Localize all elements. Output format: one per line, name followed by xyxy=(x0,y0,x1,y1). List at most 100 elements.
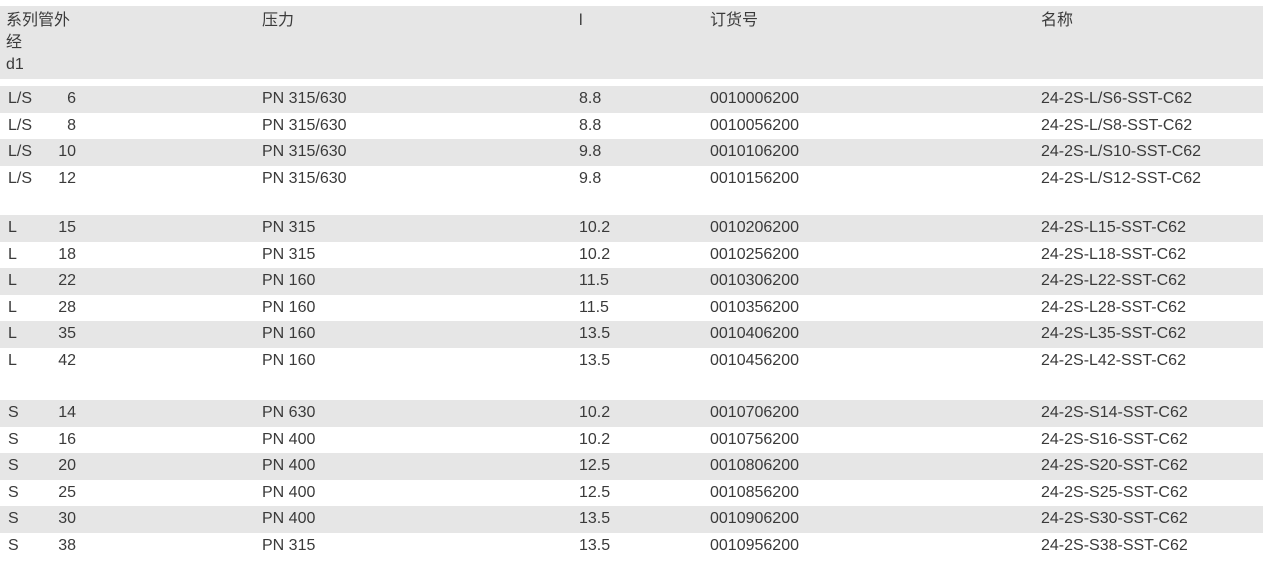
cell-order-no: 0010756200 xyxy=(710,430,799,448)
cell-name: 24-2S-S16-SST-C62 xyxy=(1041,430,1188,448)
cell-order-no: 0010706200 xyxy=(710,404,799,421)
cell-pressure: PN 160 xyxy=(262,298,316,316)
cell-d1: 25 xyxy=(58,483,76,501)
cell-pressure: PN 315/630 xyxy=(262,116,347,134)
cell-d1: 42 xyxy=(58,351,76,369)
cell-name: 24-2S-S30-SST-C62 xyxy=(1041,510,1188,528)
cell-l: 9.8 xyxy=(579,169,602,187)
cell-l: 12.5 xyxy=(579,483,611,501)
cell-d1: 35 xyxy=(58,325,76,343)
cell-series: L xyxy=(8,272,17,290)
cell-name: 24-2S-L/S10-SST-C62 xyxy=(1041,143,1202,161)
cell-l: 10.2 xyxy=(579,430,611,448)
cell-order-no: 0010306200 xyxy=(710,272,799,290)
cell-d1: 38 xyxy=(58,536,76,554)
cell-l: 11.5 xyxy=(579,298,609,316)
cell-name: 24-2S-L28-SST-C62 xyxy=(1041,298,1186,316)
cell-series: S xyxy=(8,483,19,501)
cell-series: L xyxy=(8,298,17,316)
cell-l: 13.5 xyxy=(579,351,611,369)
table-row: L 22 PN 160 11.5 0010306200 24-2S-L22-SST-C62 xyxy=(0,268,1263,295)
cell-series: L xyxy=(8,325,17,343)
cell-pressure: PN 400 xyxy=(262,510,316,528)
cell-d1: 20 xyxy=(58,457,76,475)
cell-order-no: 0010156200 xyxy=(710,169,799,187)
cell-series: S xyxy=(8,457,19,475)
cell-l: 13.5 xyxy=(579,325,611,343)
cell-series: L xyxy=(8,219,17,236)
cell-order-no: 0010856200 xyxy=(710,483,799,501)
table-row: L 18 PN 315 10.2 0010256200 24-2S-L18-SST-C62 xyxy=(0,242,1263,269)
cell-name: 24-2S-L18-SST-C62 xyxy=(1041,245,1186,263)
table-row: S 20 PN 400 12.5 0010806200 24-2S-S20-SST-C62 xyxy=(0,453,1263,480)
table-header: 系列管外 经 d1 压力 l 订货号 名称 xyxy=(0,6,1263,79)
table-row: L/S 12 PN 315/630 9.8 0010156200 24-2S-L/S12-… xyxy=(0,166,1263,193)
cell-pressure: PN 630 xyxy=(262,404,316,421)
header-l: l xyxy=(579,12,583,29)
cell-series: L xyxy=(8,245,17,263)
table-row: S 16 PN 400 10.2 0010756200 24-2S-S16-SST-C62 xyxy=(0,427,1263,454)
cell-name: 24-2S-L15-SST-C62 xyxy=(1041,219,1186,236)
cell-series: S xyxy=(8,510,19,528)
header-name: 名称 xyxy=(1041,12,1074,29)
cell-pressure: PN 160 xyxy=(262,325,316,343)
cell-name: 24-2S-L42-SST-C62 xyxy=(1041,351,1186,369)
header-order-no: 订货号 xyxy=(710,12,759,29)
header-series-d1: 系列管外 经 d1 xyxy=(6,12,71,73)
cell-order-no: 0010356200 xyxy=(710,298,799,316)
table-row: S 30 PN 400 13.5 0010906200 24-2S-S30-SST-C62 xyxy=(0,506,1263,533)
cell-pressure: PN 315/630 xyxy=(262,90,347,107)
cell-l: 10.2 xyxy=(579,404,611,421)
cell-d1: 10 xyxy=(58,143,76,161)
table-row: S 25 PN 400 12.5 0010856200 24-2S-S25-SST-C62 xyxy=(0,480,1263,507)
cell-pressure: PN 315/630 xyxy=(262,143,347,161)
cell-l: 8.8 xyxy=(579,116,602,134)
cell-order-no: 0010906200 xyxy=(710,510,799,528)
group-s: S 14 PN 630 10.2 0010706200 24-2S-S14-SST-C62… xyxy=(0,400,1263,560)
cell-l: 10.2 xyxy=(579,245,611,263)
cell-pressure: PN 315/630 xyxy=(262,169,347,187)
cell-l: 11.5 xyxy=(579,272,609,290)
cell-name: 24-2S-L22-SST-C62 xyxy=(1041,272,1186,290)
cell-series: S xyxy=(8,536,19,554)
cell-l: 13.5 xyxy=(579,536,611,554)
cell-series: S xyxy=(8,430,19,448)
cell-pressure: PN 400 xyxy=(262,457,316,475)
table-row: S 14 PN 630 10.2 0010706200 24-2S-S14-SST-C62 xyxy=(0,400,1263,427)
cell-series: L xyxy=(8,351,17,369)
cell-l: 9.8 xyxy=(579,143,602,161)
cell-d1: 15 xyxy=(58,219,76,236)
cell-name: 24-2S-S14-SST-C62 xyxy=(1041,404,1188,421)
table-row: L/S 10 PN 315/630 9.8 0010106200 24-2S-L/S10-… xyxy=(0,139,1263,166)
cell-name: 24-2S-S20-SST-C62 xyxy=(1041,457,1188,475)
cell-d1: 22 xyxy=(58,272,76,290)
cell-series: L/S xyxy=(8,116,33,134)
cell-name: 24-2S-L/S6-SST-C62 xyxy=(1041,90,1193,107)
cell-name: 24-2S-L/S8-SST-C62 xyxy=(1041,116,1193,134)
table-row: L 15 PN 315 10.2 0010206200 24-2S-L15-SST-C62 xyxy=(0,215,1263,242)
cell-l: 8.8 xyxy=(579,90,602,107)
table-row: L 35 PN 160 13.5 0010406200 24-2S-L35-SST-C62 xyxy=(0,321,1263,348)
cell-order-no: 0010956200 xyxy=(710,536,799,554)
cell-series: L/S xyxy=(8,143,33,161)
cell-order-no: 0010006200 xyxy=(710,90,799,107)
cell-d1: 14 xyxy=(58,404,76,421)
cell-pressure: PN 400 xyxy=(262,483,316,501)
cell-name: 24-2S-S25-SST-C62 xyxy=(1041,483,1188,501)
cell-series: S xyxy=(8,404,19,421)
cell-d1: 16 xyxy=(58,430,76,448)
cell-order-no: 0010456200 xyxy=(710,351,799,369)
cell-order-no: 0010256200 xyxy=(710,245,799,263)
cell-d1: 8 xyxy=(67,116,76,134)
cell-pressure: PN 315 xyxy=(262,536,316,554)
cell-d1: 30 xyxy=(58,510,76,528)
cell-d1: 18 xyxy=(58,245,76,263)
cell-order-no: 0010406200 xyxy=(710,325,799,343)
cell-d1: 6 xyxy=(67,90,76,107)
cell-pressure: PN 315 xyxy=(262,245,316,263)
cell-d1: 12 xyxy=(58,169,76,187)
table-row: L/S 8 PN 315/630 8.8 0010056200 24-2S-L/S8-SS… xyxy=(0,113,1263,140)
cell-pressure: PN 160 xyxy=(262,351,316,369)
cell-l: 12.5 xyxy=(579,457,611,475)
cell-name: 24-2S-L35-SST-C62 xyxy=(1041,325,1186,343)
